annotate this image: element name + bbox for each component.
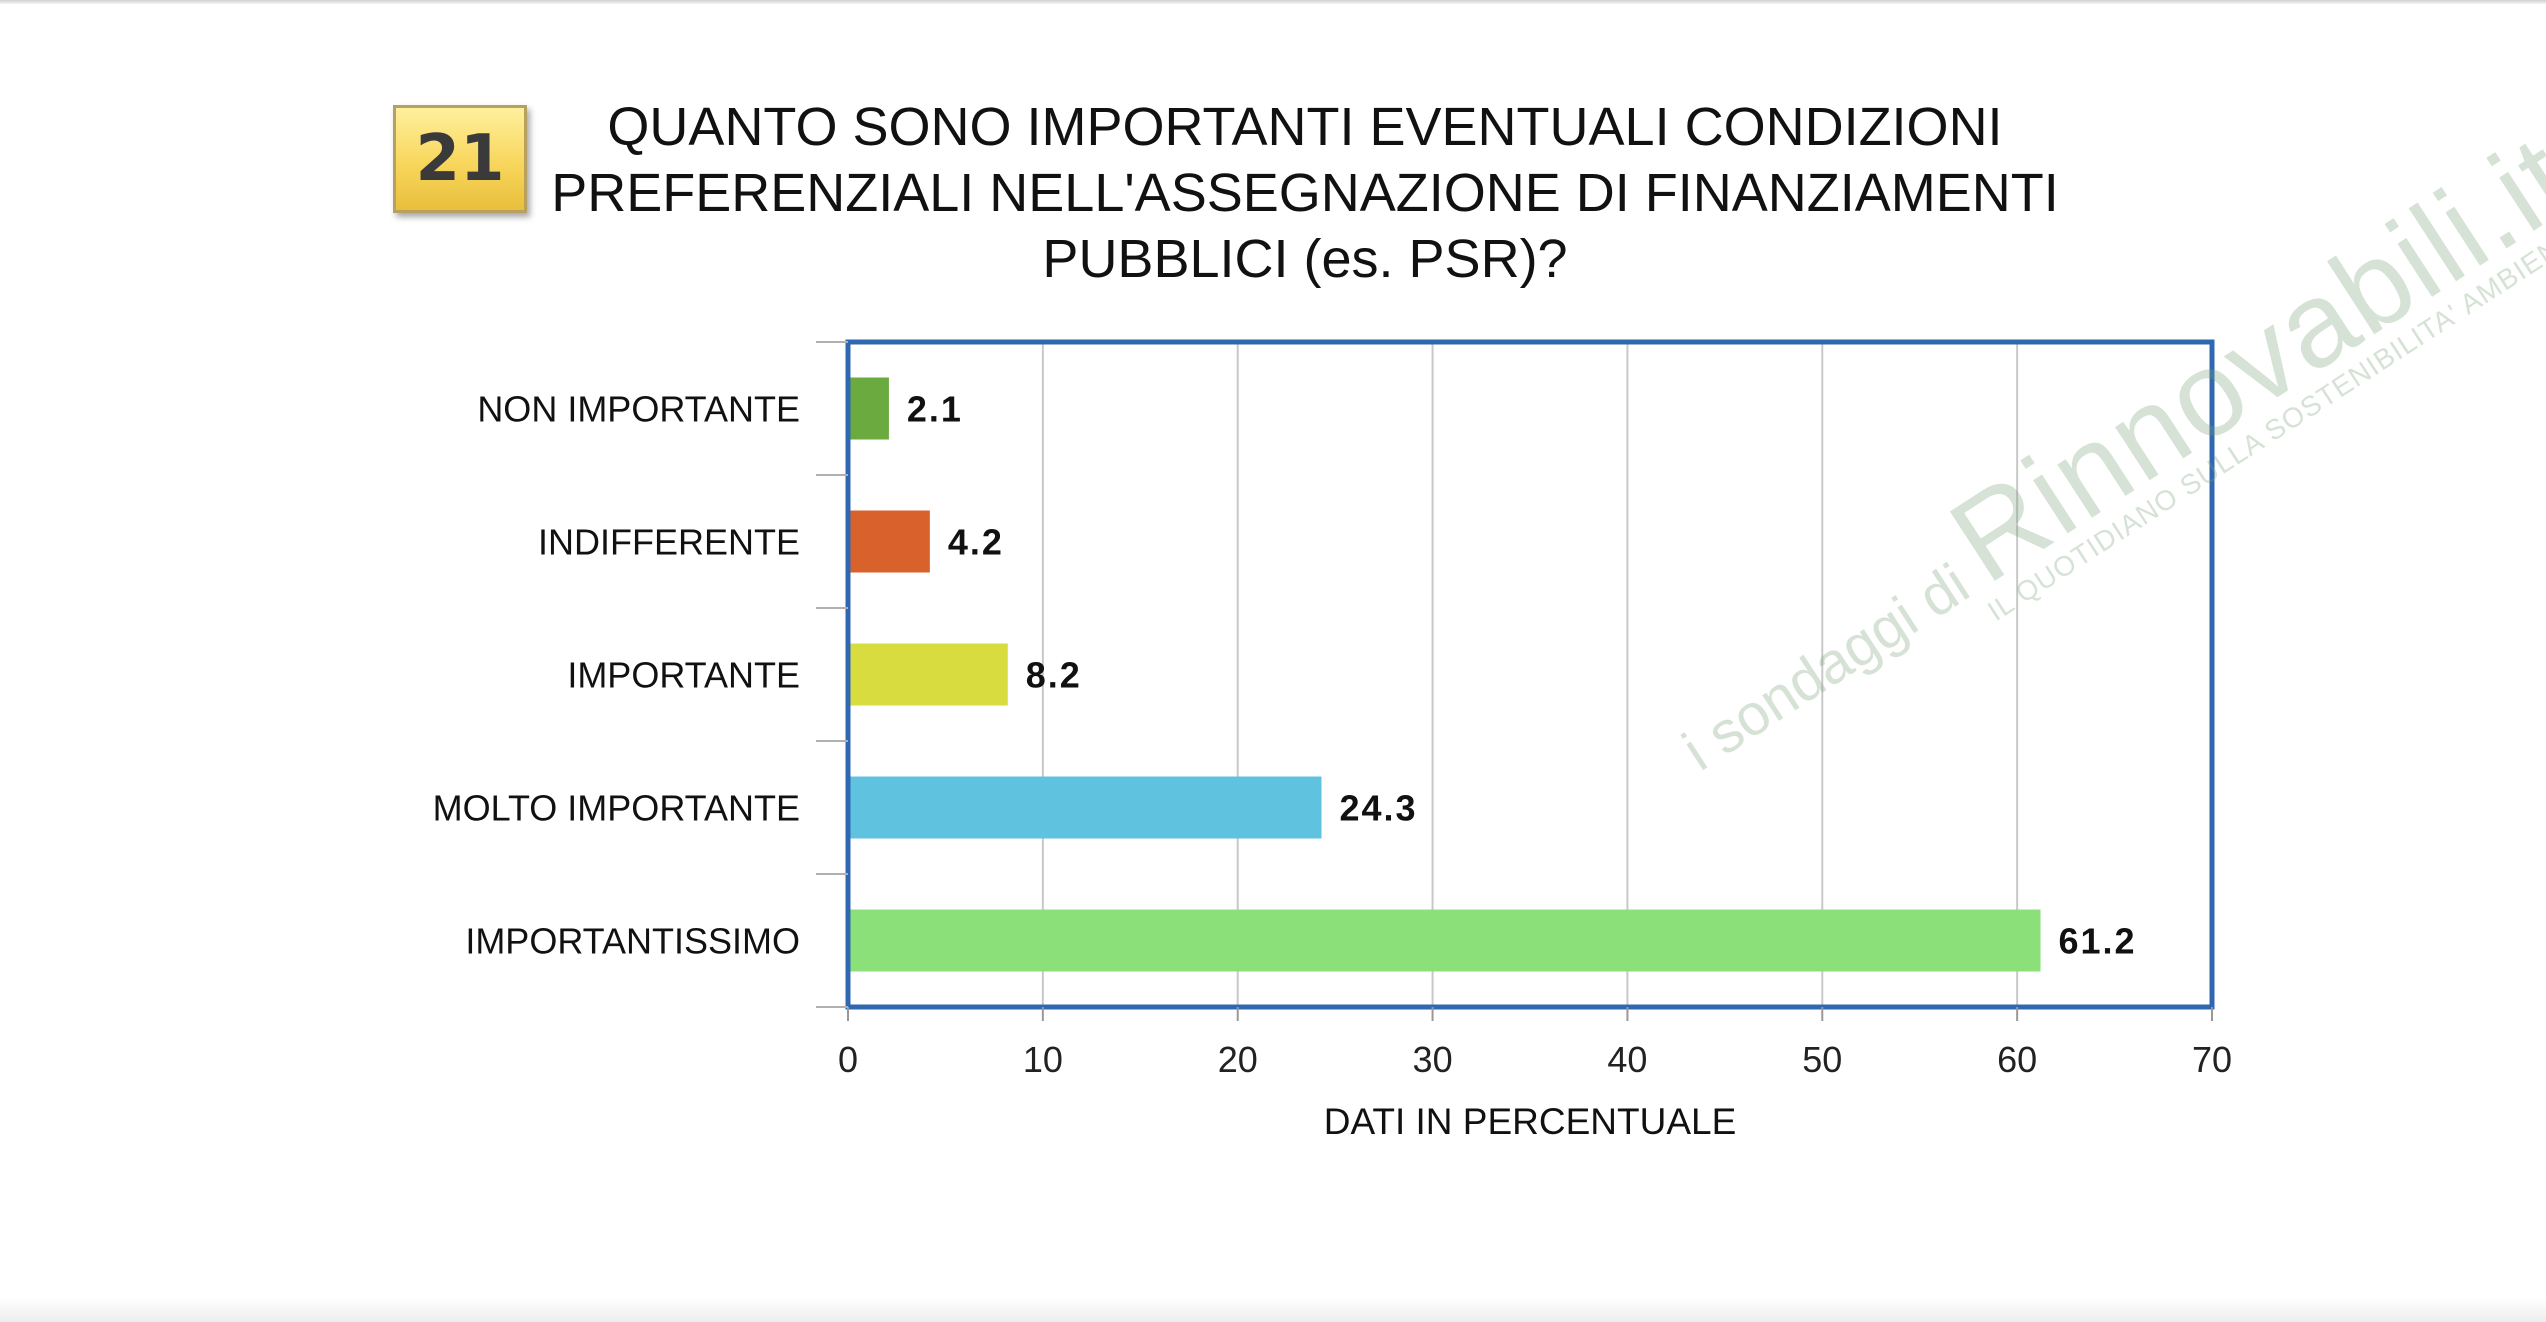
category-label: IMPORTANTISSIMO <box>465 921 800 962</box>
category-label: INDIFFERENTE <box>538 522 800 563</box>
x-tick-label: 0 <box>838 1039 858 1080</box>
data-label: 2.1 <box>907 389 963 430</box>
data-label: 61.2 <box>2059 921 2137 962</box>
title-line-3: PUBBLICI (es. PSR)? <box>1042 229 1568 289</box>
bar <box>848 776 1322 839</box>
bar <box>848 643 1008 706</box>
x-tick-label: 20 <box>1218 1039 1258 1080</box>
bar <box>848 377 889 440</box>
data-label: 24.3 <box>1340 788 1418 829</box>
x-tick-label: 60 <box>1997 1039 2037 1080</box>
x-tick-label: 50 <box>1802 1039 1842 1080</box>
plot-frame <box>845 339 2215 1010</box>
x-tick-label: 30 <box>1413 1039 1453 1080</box>
gridlines <box>1041 342 2019 1007</box>
bottom-edge-shadow <box>0 1298 2546 1322</box>
bars <box>848 377 2041 972</box>
bar <box>848 510 930 573</box>
data-label: 4.2 <box>948 522 1004 563</box>
x-tick-label: 70 <box>2192 1039 2232 1080</box>
x-tick-label: 10 <box>1023 1039 1063 1080</box>
bar <box>848 909 2041 972</box>
x-tick-label: 40 <box>1607 1039 1647 1080</box>
data-label: 8.2 <box>1026 655 1082 696</box>
title-line-1: QUANTO SONO IMPORTANTI EVENTUALI CONDIZI… <box>607 97 2003 157</box>
chart-title: QUANTO SONO IMPORTANTI EVENTUALI CONDIZI… <box>540 94 2070 292</box>
x-axis-title: DATI IN PERCENTUALE <box>1324 1101 1737 1142</box>
top-edge-shadow <box>0 0 2546 4</box>
axes <box>816 341 2213 1021</box>
category-label: IMPORTANTE <box>567 655 800 696</box>
category-label: MOLTO IMPORTANTE <box>433 788 800 829</box>
category-label: NON IMPORTANTE <box>477 389 800 430</box>
title-line-2: PREFERENZIALI NELL'ASSEGNAZIONE DI FINAN… <box>551 163 2059 223</box>
labels: 0 10 20 30 40 50 60 70 2.1 NON IMPORTANTE 4.2 INDIF… <box>433 389 2232 1143</box>
question-number-badge: 21 <box>393 105 527 213</box>
